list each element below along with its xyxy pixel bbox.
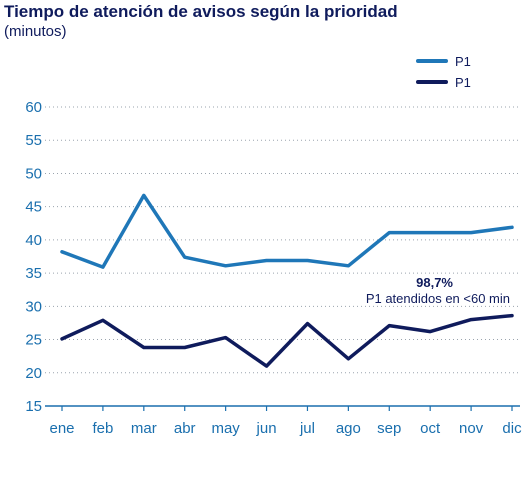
annotation: 98,7% P1 atendidos en <60 min bbox=[366, 275, 510, 306]
x-tick-label: jun bbox=[256, 420, 277, 437]
x-tick-label: feb bbox=[92, 420, 113, 437]
data-point-series-2 bbox=[142, 346, 146, 349]
y-tick-label: 25 bbox=[25, 332, 42, 349]
data-point-series-2 bbox=[183, 346, 186, 349]
grid-lines bbox=[45, 106, 520, 374]
annotation-text: P1 atendidos en <60 min bbox=[366, 291, 510, 306]
data-point-series-1 bbox=[224, 264, 227, 268]
x-axis-tick-labels: ene feb mar abr may jun jul ago sep oct nov dic bbox=[49, 420, 522, 437]
data-point-series-1 bbox=[306, 259, 309, 262]
x-tick-label: oct bbox=[420, 420, 441, 437]
y-tick-label: 20 bbox=[25, 365, 42, 382]
series-lines bbox=[60, 193, 514, 368]
x-tick-label: jul bbox=[299, 420, 315, 437]
data-point-series-2 bbox=[265, 364, 268, 368]
y-tick-label: 60 bbox=[25, 99, 42, 116]
series-line-2 bbox=[60, 313, 514, 368]
data-point-series-1 bbox=[183, 255, 186, 259]
x-tick-label: dic bbox=[502, 420, 522, 437]
data-point-series-1 bbox=[101, 265, 105, 269]
y-tick-label: 45 bbox=[25, 199, 42, 216]
y-tick-label: 50 bbox=[25, 165, 42, 182]
series-line-1 bbox=[60, 193, 514, 269]
y-tick-label: 15 bbox=[25, 398, 42, 415]
data-point-series-1 bbox=[142, 194, 146, 197]
x-axis bbox=[45, 405, 520, 411]
legend-label-series-2: P1 bbox=[455, 75, 471, 90]
data-point-series-1 bbox=[265, 259, 268, 262]
data-point-series-1 bbox=[510, 226, 514, 229]
data-point-series-2 bbox=[428, 330, 432, 333]
data-point-series-1 bbox=[388, 231, 391, 234]
y-tick-label: 35 bbox=[25, 265, 42, 282]
data-point-series-1 bbox=[347, 264, 350, 268]
chart-title: Tiempo de atención de avisos según la pr… bbox=[4, 2, 398, 21]
y-axis-tick-labels: 60 55 50 45 40 35 30 25 20 15 bbox=[25, 99, 42, 415]
y-tick-label: 55 bbox=[25, 132, 42, 149]
x-tick-label: may bbox=[211, 420, 240, 437]
chart-subtitle: (minutos) bbox=[4, 23, 67, 40]
data-point-series-2 bbox=[347, 357, 350, 361]
data-point-series-2 bbox=[510, 314, 514, 317]
data-point-series-1 bbox=[60, 250, 64, 254]
x-tick-label: nov bbox=[459, 420, 484, 437]
data-point-series-2 bbox=[101, 319, 105, 322]
x-tick-label: ago bbox=[336, 420, 361, 437]
data-point-series-2 bbox=[224, 336, 227, 339]
x-tick-label: sep bbox=[377, 420, 401, 437]
legend-label-series-1: P1 bbox=[455, 54, 471, 69]
annotation-value: 98,7% bbox=[416, 275, 453, 290]
data-point-series-2 bbox=[388, 324, 391, 327]
data-point-series-2 bbox=[60, 337, 64, 341]
data-point-series-1 bbox=[428, 231, 432, 234]
x-tick-label: mar bbox=[131, 420, 157, 437]
x-tick-label: abr bbox=[174, 420, 196, 437]
data-point-series-2 bbox=[306, 322, 309, 325]
data-point-series-2 bbox=[469, 318, 473, 321]
data-point-series-1 bbox=[469, 231, 473, 234]
legend: P1 P1 bbox=[416, 54, 471, 90]
y-tick-label: 40 bbox=[25, 232, 42, 249]
y-tick-label: 30 bbox=[25, 298, 42, 315]
x-tick-label: ene bbox=[49, 420, 74, 437]
